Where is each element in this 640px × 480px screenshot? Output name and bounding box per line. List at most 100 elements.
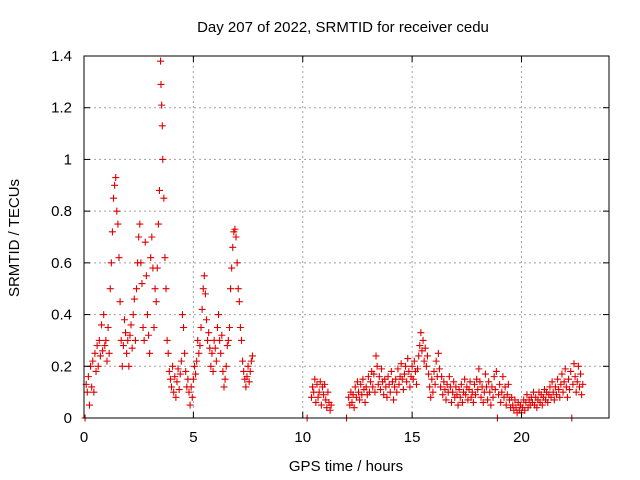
data-point	[239, 357, 247, 365]
data-point	[98, 321, 105, 329]
data-point	[399, 386, 407, 394]
data-point	[496, 380, 504, 388]
data-point	[162, 285, 170, 293]
data-point	[159, 155, 167, 163]
data-point	[413, 380, 420, 388]
data-point	[577, 370, 585, 378]
data-point	[116, 298, 124, 306]
data-point	[317, 401, 325, 409]
data-point	[164, 349, 172, 357]
data-point	[175, 386, 183, 394]
data-point	[139, 324, 147, 331]
data-point	[136, 220, 144, 228]
data-point	[479, 398, 487, 406]
data-point	[474, 386, 482, 394]
data-point	[432, 357, 440, 365]
y-tick-label: 1.4	[51, 48, 72, 65]
data-point	[320, 391, 328, 399]
data-point	[484, 396, 492, 404]
data-point	[469, 398, 477, 406]
data-point	[143, 311, 151, 319]
data-point	[150, 324, 158, 331]
data-point	[393, 388, 401, 396]
data-point	[486, 388, 494, 396]
data-point	[173, 378, 181, 386]
data-point	[166, 375, 174, 383]
data-point	[422, 362, 430, 370]
data-point	[105, 349, 113, 357]
data-point	[370, 370, 378, 378]
data-point	[180, 324, 188, 331]
data-point	[367, 378, 375, 386]
data-point	[227, 285, 235, 293]
data-point	[133, 285, 140, 293]
data-point	[119, 342, 127, 350]
data-point	[165, 367, 173, 375]
data-point	[242, 383, 250, 391]
data-point	[555, 386, 563, 394]
data-point	[201, 290, 209, 298]
data-point	[445, 373, 453, 381]
data-point	[198, 305, 206, 313]
data-point	[503, 391, 511, 399]
data-point	[314, 393, 322, 401]
data-point	[189, 375, 197, 383]
data-point	[350, 404, 358, 412]
data-point	[188, 393, 196, 401]
data-point	[232, 233, 240, 241]
data-point	[115, 254, 123, 262]
data-point	[378, 365, 385, 373]
x-tick-label: 5	[189, 429, 197, 446]
data-point	[485, 378, 493, 386]
y-tick-label: 0	[64, 410, 72, 427]
data-point	[83, 388, 91, 396]
data-point	[481, 370, 489, 378]
data-point	[571, 373, 579, 381]
data-point	[448, 398, 455, 406]
data-point	[572, 388, 580, 396]
data-point	[112, 174, 120, 182]
data-point	[492, 367, 500, 375]
y-tick-label: 1	[64, 151, 72, 168]
data-point	[140, 336, 148, 344]
data-point	[475, 365, 483, 373]
data-point	[94, 362, 102, 370]
x-axis-label: GPS time / hours	[289, 458, 403, 475]
data-point	[124, 336, 132, 344]
data-point	[356, 396, 364, 404]
data-point	[114, 220, 122, 228]
data-point	[359, 375, 367, 383]
data-point	[117, 336, 125, 344]
data-point	[85, 401, 93, 409]
data-point	[498, 388, 506, 396]
data-point	[321, 380, 329, 388]
data-point	[423, 352, 431, 360]
data-point	[559, 388, 567, 396]
data-point	[390, 396, 398, 404]
data-point	[118, 362, 126, 370]
data-point	[91, 349, 99, 357]
y-axis-label: SRMTID / TECUs	[6, 179, 23, 297]
data-point	[455, 386, 463, 394]
data-point	[240, 367, 248, 375]
data-point	[439, 391, 447, 399]
data-point	[129, 311, 137, 319]
data-point	[450, 378, 458, 386]
data-point	[560, 378, 568, 386]
data-point	[248, 352, 256, 360]
data-point	[345, 393, 353, 401]
data-point	[523, 391, 531, 399]
y-tick-label: 0.4	[51, 307, 72, 324]
data-point	[316, 378, 324, 386]
data-point	[199, 285, 207, 293]
data-point	[84, 373, 92, 381]
data-point	[415, 352, 423, 360]
data-point	[556, 393, 564, 401]
axis-ticks: 0 0.2 0.4 0.6 0.8 1 1.2 1.4 0 5 10 15 20	[51, 48, 609, 446]
data-point	[442, 396, 450, 404]
data-point	[312, 398, 320, 406]
data-point	[404, 355, 412, 363]
data-point	[176, 370, 184, 378]
y-tick-label: 0.2	[51, 358, 72, 375]
